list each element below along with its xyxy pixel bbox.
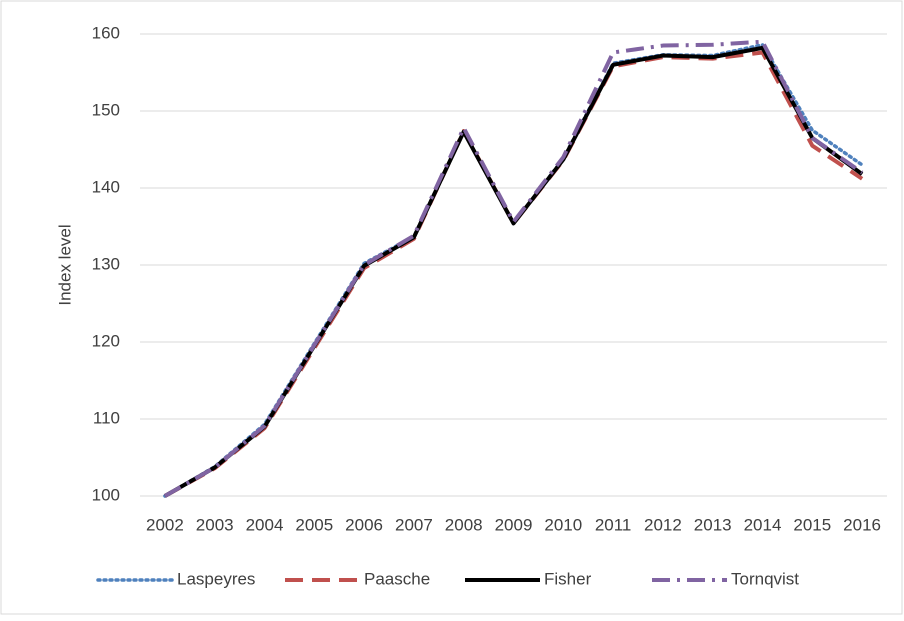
y-tick-label: 100 — [92, 485, 120, 504]
x-tick-label: 2002 — [146, 515, 184, 534]
x-tick-label: 2009 — [495, 515, 533, 534]
x-tick-label: 2008 — [445, 515, 483, 534]
x-tick-label: 2011 — [595, 515, 632, 534]
x-tick-label: 2016 — [843, 515, 881, 534]
y-tick-label: 140 — [92, 177, 120, 196]
legend-label: Laspeyres — [177, 569, 255, 588]
y-axis-label: Index level — [55, 224, 74, 305]
legend-label: Paasche — [364, 569, 430, 588]
x-tick-label: 2003 — [196, 515, 234, 534]
y-tick-label: 160 — [92, 23, 120, 42]
x-tick-label: 2013 — [694, 515, 732, 534]
x-tick-label: 2015 — [793, 515, 831, 534]
x-tick-label: 2005 — [295, 515, 333, 534]
x-tick-label: 2012 — [644, 515, 682, 534]
y-tick-label: 150 — [92, 100, 120, 119]
y-tick-label: 130 — [92, 254, 120, 273]
x-tick-label: 2007 — [395, 515, 433, 534]
legend-label: Fisher — [544, 569, 592, 588]
series-line — [163, 39, 864, 498]
y-tick-label: 110 — [93, 408, 120, 427]
y-tick-label: 120 — [92, 331, 120, 350]
x-tick-label: 2004 — [246, 515, 284, 534]
x-tick-label: 2014 — [744, 515, 782, 534]
x-tick-label: 2006 — [345, 515, 383, 534]
x-tick-label: 2010 — [544, 515, 582, 534]
legend-label: Tornqvist — [731, 569, 799, 588]
